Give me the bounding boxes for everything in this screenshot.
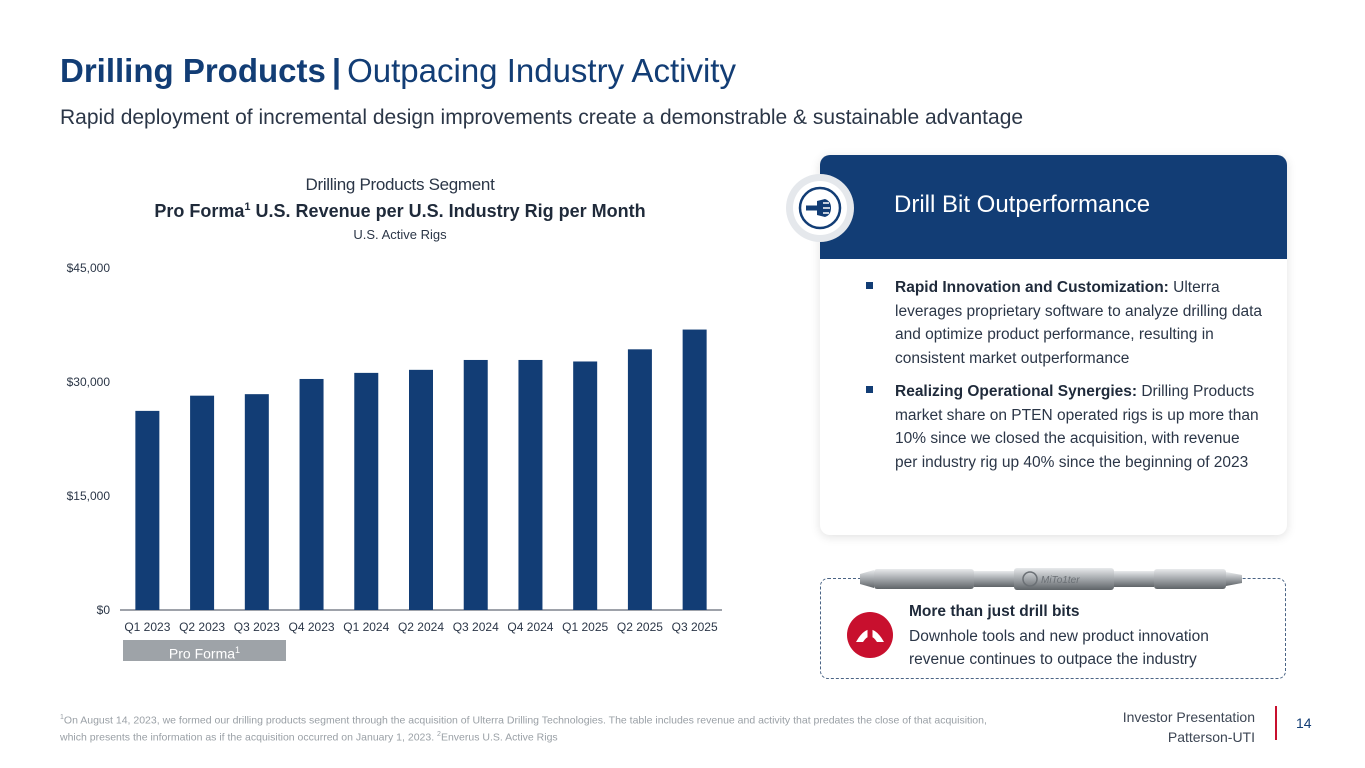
- drill-bit-badge: [786, 174, 854, 242]
- title-light: Outpacing Industry Activity: [347, 52, 736, 89]
- x-tick-label: Q2 2025: [617, 620, 663, 634]
- pro-forma-sup: 1: [235, 645, 241, 655]
- outperformance-card: Drill Bit Outperformance: [820, 155, 1287, 535]
- x-tick-label: Q2 2023: [179, 620, 225, 634]
- y-tick-label: $30,000: [67, 375, 111, 389]
- x-tick-label: Q2 2024: [398, 620, 444, 634]
- title-bold: Drilling Products: [60, 52, 326, 89]
- bar: [463, 359, 488, 610]
- patterson-logo: [847, 612, 893, 658]
- page-number: 14: [1296, 715, 1312, 731]
- pro-forma-text: Pro Forma: [168, 645, 236, 662]
- y-tick-label: $15,000: [67, 489, 111, 503]
- title-separator: |: [331, 52, 342, 89]
- bar-chart: $0 $15,000 $30,000 $45,000 Q1 2023 Q2 2023 Q3 …: [67, 261, 722, 634]
- y-tick-label: $0: [97, 603, 111, 617]
- bar: [409, 369, 433, 610]
- card-header: Drill Bit Outperformance: [820, 155, 1287, 259]
- bar: [627, 349, 652, 610]
- bullet-lead: Realizing Operational Synergies:: [895, 383, 1138, 400]
- bar: [299, 378, 324, 610]
- bar: [190, 395, 215, 610]
- bullet-lead: Rapid Innovation and Customization:: [895, 279, 1169, 296]
- card-title: Drill Bit Outperformance: [894, 191, 1151, 218]
- chart-subtitle-rest: U.S. Revenue per U.S. Industry Rig per M…: [250, 201, 646, 221]
- footer-line2: Patterson-UTI: [1167, 729, 1255, 745]
- bullet-text: Ulterra leverages proprietary software t…: [895, 279, 1263, 367]
- tool-label: MiTo1ter: [1041, 575, 1080, 586]
- bar: [244, 394, 269, 610]
- bar: [518, 359, 543, 610]
- bullet-item: Realizing Operational Synergies: Drillin…: [864, 380, 1264, 474]
- y-tick-label: $45,000: [67, 261, 111, 275]
- x-tick-label: Q3 2023: [234, 620, 280, 634]
- chart-subtitle-sup: 1: [244, 201, 251, 213]
- footnote: 1On August 14, 2023, we formed our drill…: [60, 714, 987, 743]
- chart-series-label: U.S. Active Rigs: [353, 227, 447, 242]
- slide-subtitle: Rapid deployment of incremental design i…: [60, 106, 1024, 129]
- bar: [135, 410, 160, 610]
- more-title: More than just drill bits: [909, 603, 1080, 620]
- footer-line1: Investor Presentation: [1122, 709, 1255, 725]
- bullet-item: Rapid Innovation and Customization: Ulte…: [864, 276, 1264, 370]
- x-tick-label: Q1 2025: [562, 620, 608, 634]
- slide-title: Drilling Products | Outpacing Industry Act…: [60, 52, 736, 90]
- chart-subtitle-main: Pro Forma: [154, 201, 245, 221]
- bar: [354, 372, 379, 610]
- pro-forma-label: Pro Forma1: [123, 640, 286, 662]
- card-bullets: Rapid Innovation and Customization: Ulte…: [864, 276, 1264, 484]
- chart-title: Drilling Products Segment: [305, 175, 495, 194]
- chart-subtitle: Pro Forma1 U.S. Revenue per U.S. Industr…: [130, 201, 670, 222]
- more-text: Downhole tools and new product innovatio…: [909, 628, 1209, 668]
- x-tick-label: Q4 2024: [507, 620, 553, 634]
- downhole-tool-image: MiTo1ter: [860, 568, 1242, 590]
- bullet-text: Drilling Products market share on PTEN o…: [895, 383, 1259, 471]
- x-tick-label: Q3 2025: [672, 620, 718, 634]
- x-tick-label: Q3 2024: [453, 620, 499, 634]
- x-tick-label: Q1 2024: [343, 620, 389, 634]
- x-tick-label: Q4 2023: [289, 620, 335, 634]
- bar: [573, 361, 598, 610]
- drill-bit-icon: [798, 186, 842, 230]
- x-tick-label: Q1 2023: [124, 620, 170, 634]
- footer-divider: [1275, 706, 1277, 740]
- bar: [682, 329, 707, 610]
- footer-brand: Investor Presentation Patterson-UTI: [1123, 707, 1255, 747]
